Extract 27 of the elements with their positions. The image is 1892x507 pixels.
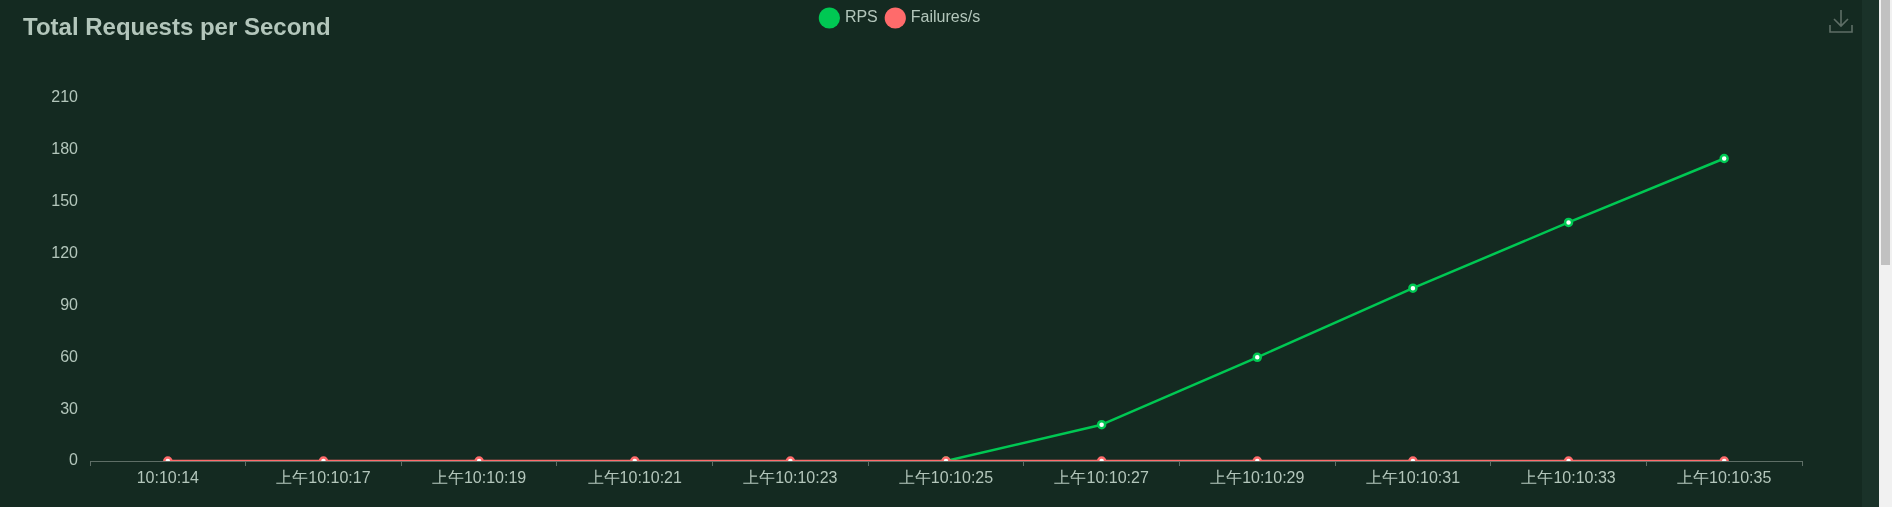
y-tick-label: 0	[69, 451, 79, 469]
x-tick-label: 上午10:10:35	[1677, 469, 1772, 487]
point	[1408, 283, 1418, 293]
y-tick-label: 90	[60, 295, 79, 313]
x-tick-label: 上午10:10:23	[743, 469, 838, 487]
x-tick-label: 10:10:14	[136, 469, 200, 487]
x-tick-label: 上午10:10:33	[1521, 469, 1616, 487]
x-tick-label: 上午10:10:27	[1054, 469, 1149, 487]
y-tick-label: 180	[51, 140, 79, 158]
x-tick-label: 上午10:10:19	[431, 469, 527, 487]
x-tick-label: 上午10:10:21	[587, 469, 682, 487]
y-tick-label: 150	[51, 192, 79, 210]
y-tick-label: 30	[60, 399, 79, 417]
x-tick-label: 上午10:10:17	[276, 469, 371, 487]
point	[1563, 217, 1574, 228]
legend-label: RPS	[844, 8, 878, 26]
point	[1719, 153, 1729, 164]
x-tick-label: 上午10:10:29	[1210, 469, 1305, 487]
point	[1252, 352, 1263, 363]
x-tick-label: 上午10:10:31	[1365, 469, 1461, 487]
y-tick-label: 210	[51, 88, 79, 106]
y-tick-label: 120	[51, 243, 79, 261]
chart-title: Total Requests per Second	[23, 13, 331, 41]
legend-label: Failures/s	[910, 8, 981, 26]
y-tick-label: 60	[60, 347, 79, 365]
x-tick-label: 上午10:10:25	[898, 469, 994, 487]
point	[1096, 419, 1107, 430]
